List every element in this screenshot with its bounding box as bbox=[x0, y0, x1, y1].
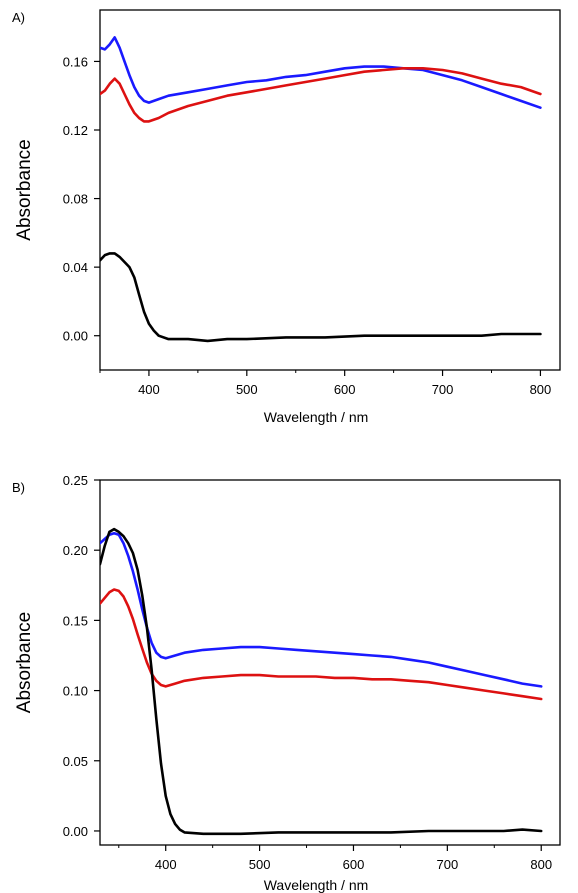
x-axis-title: Wavelength / nm bbox=[264, 409, 369, 425]
y-tick-label: 0.00 bbox=[63, 824, 88, 839]
plot-frame bbox=[99, 479, 561, 846]
panel-b: B) 400 500 600 700 800 0.00 0.05 0.10 0.15 0.20 0.2… bbox=[12, 473, 561, 893]
x-tick-label: 800 bbox=[530, 857, 552, 872]
x-tick-label: 800 bbox=[530, 382, 552, 397]
x-tick-label: 500 bbox=[249, 857, 271, 872]
panel-label: A) bbox=[12, 10, 25, 25]
y-axis-title: Absorbance bbox=[14, 139, 35, 240]
y-tick-label: 0.04 bbox=[63, 260, 88, 275]
red-series-line bbox=[100, 588, 543, 701]
blue-series-line bbox=[100, 532, 543, 688]
blue-series-line bbox=[100, 36, 542, 109]
y-tick-label: 0.12 bbox=[63, 123, 88, 138]
panel-a: A) 400 500 600 700 800 0.00 0.04 0.08 0.12 0.16 Wav… bbox=[12, 9, 561, 425]
y-tick-label: 0.10 bbox=[63, 684, 88, 699]
x-tick-label: 400 bbox=[138, 382, 160, 397]
y-tick-label: 0.16 bbox=[63, 54, 88, 69]
x-tick-label: 500 bbox=[236, 382, 258, 397]
x-tick-label: 700 bbox=[436, 857, 458, 872]
y-tick-label: 0.15 bbox=[63, 613, 88, 628]
y-tick-label: 0.08 bbox=[63, 192, 88, 207]
x-tick-label: 400 bbox=[155, 857, 177, 872]
black-series-line bbox=[100, 527, 543, 836]
x-tick-label: 700 bbox=[432, 382, 454, 397]
x-axis-title: Wavelength / nm bbox=[264, 877, 369, 893]
x-tick-label: 600 bbox=[343, 857, 365, 872]
plot-frame bbox=[99, 9, 561, 371]
red-series-line bbox=[100, 67, 542, 123]
black-series-line bbox=[100, 252, 542, 343]
y-tick-label: 0.05 bbox=[63, 754, 88, 769]
y-axis-title: Absorbance bbox=[14, 612, 35, 713]
x-tick-label: 600 bbox=[334, 382, 356, 397]
y-tick-label: 0.25 bbox=[63, 473, 88, 488]
y-tick-label: 0.20 bbox=[63, 543, 88, 558]
y-tick-label: 0.00 bbox=[63, 329, 88, 344]
panel-label: B) bbox=[12, 480, 25, 495]
